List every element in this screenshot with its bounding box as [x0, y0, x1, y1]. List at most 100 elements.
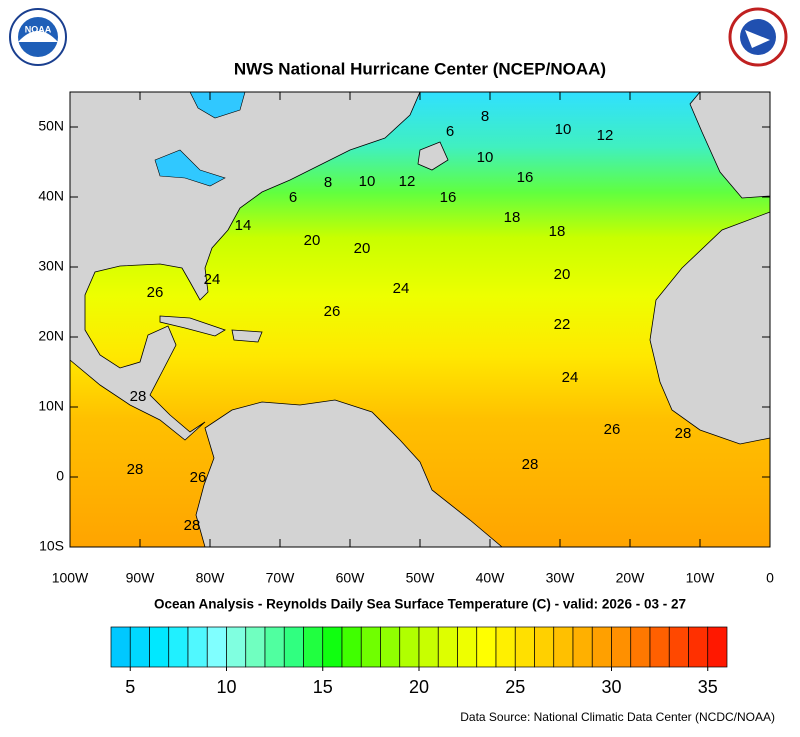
colorbar-box: [129, 626, 150, 668]
colorbar-label: 15: [313, 677, 333, 697]
colorbar-box: [322, 626, 343, 668]
colorbar-box: [514, 626, 535, 668]
contour-label: 20: [554, 266, 571, 283]
contour-label: 22: [554, 316, 571, 333]
contour-label: 26: [324, 303, 341, 320]
contour-label: 28: [130, 388, 147, 405]
nws-logo: [728, 7, 788, 67]
colorbar-box: [149, 626, 170, 668]
colorbar-box: [630, 626, 651, 668]
lon-tick-label: 90W: [126, 570, 156, 586]
land-south-america: [195, 399, 504, 548]
lon-tick-label: 70W: [266, 570, 296, 586]
colorbar-box: [649, 626, 670, 668]
colorbar-box: [534, 626, 555, 668]
contour-label: 16: [440, 189, 457, 206]
colorbar-box: [553, 626, 574, 668]
contour-label: 24: [393, 280, 410, 297]
colorbar-box: [418, 626, 439, 668]
contour-label: 14: [235, 217, 252, 234]
contour-label: 6: [289, 189, 297, 206]
lon-tick-label: 60W: [336, 570, 366, 586]
noaa-logo: NOAA: [9, 8, 67, 66]
colorbar-label: 5: [125, 677, 135, 697]
lat-tick-label: 50N: [38, 118, 64, 134]
contour-label: 18: [549, 223, 566, 240]
colorbar-box: [380, 626, 401, 668]
contour-label: 28: [184, 517, 201, 534]
lon-tick-label: 0: [766, 570, 774, 586]
land-newfoundland: [417, 141, 449, 171]
contour-label: 6: [446, 123, 454, 140]
lat-tick-label: 40N: [38, 188, 64, 204]
colorbar-box: [457, 626, 478, 668]
colorbar-box: [399, 626, 420, 668]
colorbar-box: [591, 626, 612, 668]
lat-tick-label: 30N: [38, 258, 64, 274]
land-europe: [689, 91, 771, 199]
colorbar-label: 20: [409, 677, 429, 697]
map: [69, 91, 771, 548]
contour-label: 20: [304, 232, 321, 249]
lon-tick-label: 10W: [686, 570, 716, 586]
title: NWS National Hurricane Center (NCEP/NOAA…: [234, 59, 606, 78]
colorbar-box: [476, 626, 497, 668]
colorbar-label: 25: [505, 677, 525, 697]
lon-tick-label: 100W: [52, 570, 89, 586]
subtitle: Ocean Analysis - Reynolds Daily Sea Surf…: [154, 597, 686, 612]
colorbar-label: 10: [216, 677, 236, 697]
contour-label: 26: [147, 284, 164, 301]
logo-text: NOAA: [25, 24, 52, 34]
colorbar-box: [341, 626, 362, 668]
colorbar-box: [360, 626, 381, 668]
great-lakes: [154, 149, 226, 187]
contour-label: 24: [562, 369, 579, 386]
colorbar-box: [206, 626, 227, 668]
colorbar-label: 30: [601, 677, 621, 697]
land-north-america: [69, 91, 421, 441]
colorbar-box: [110, 626, 131, 668]
contour-label: 8: [481, 108, 489, 125]
contour-label: 16: [517, 169, 534, 186]
contour-label: 20: [354, 240, 371, 257]
axes: 100W 90W 80W 70W 60W 50W 40W 30W 20W 10W 0 10S 0 10N 2…: [38, 92, 774, 586]
contour-label: 28: [675, 425, 692, 442]
colorbar-box: [688, 626, 709, 668]
lat-tick-label: 10S: [39, 538, 64, 554]
lon-tick-label: 40W: [476, 570, 506, 586]
land-hispaniola: [231, 329, 263, 343]
contour-label: 8: [324, 174, 332, 191]
colorbar-box: [572, 626, 593, 668]
lat-tick-label: 10N: [38, 398, 64, 414]
land-africa: [649, 211, 771, 445]
colorbar-box: [187, 626, 208, 668]
data-source: Data Source: National Climatic Data Cent…: [460, 710, 775, 724]
lon-tick-label: 20W: [616, 570, 646, 586]
contour-label: 24: [204, 271, 221, 288]
lat-tick-label: 0: [56, 468, 64, 484]
colorbar-box: [303, 626, 324, 668]
colorbar: 5 10 15 20 25 30 35: [110, 626, 728, 697]
contour-label: 10: [359, 173, 376, 190]
colorbar-box: [226, 626, 247, 668]
colorbar-box: [707, 626, 728, 668]
contour-label: 10: [555, 121, 572, 138]
lat-tick-label: 20N: [38, 328, 64, 344]
contour-label: 12: [597, 127, 614, 144]
colorbar-box: [283, 626, 304, 668]
lon-tick-label: 80W: [196, 570, 226, 586]
colorbar-box: [168, 626, 189, 668]
colorbar-box: [245, 626, 266, 668]
lon-tick-label: 30W: [546, 570, 576, 586]
land-cuba: [159, 315, 226, 337]
colorbar-box: [495, 626, 516, 668]
contour-label: 18: [504, 209, 521, 226]
contour-labels: 8 6 10 12 10 16 8 10 12 6 16 18 18 14 20 20 20 24 26 24 26 22…: [127, 108, 692, 534]
colorbar-label: 35: [698, 677, 718, 697]
colorbar-box: [611, 626, 632, 668]
colorbar-box: [437, 626, 458, 668]
contour-label: 12: [399, 173, 416, 190]
contour-label: 28: [522, 456, 539, 473]
